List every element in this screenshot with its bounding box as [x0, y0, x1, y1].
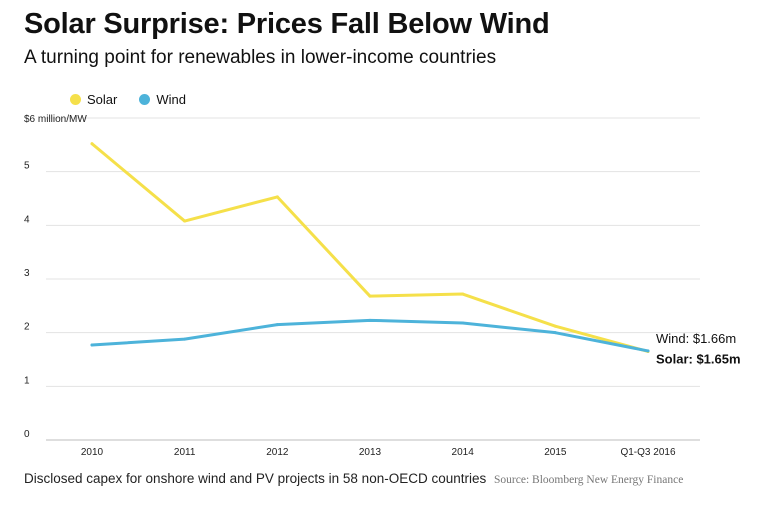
annotation-solar: Solar: $1.65m	[656, 351, 741, 366]
x-tick-label-2: 2012	[266, 447, 289, 458]
data-point-wind-5	[553, 331, 557, 335]
data-point-solar-0	[90, 142, 94, 146]
legend-item-solar: Solar	[70, 92, 117, 107]
y-tick-label-3: 3	[24, 268, 30, 279]
series-line-wind	[90, 318, 650, 353]
footer-note: Disclosed capex for onshore wind and PV …	[24, 471, 487, 486]
y-tick-label-5: 5	[24, 161, 30, 172]
annotation-wind: Wind: $1.66m	[656, 331, 736, 346]
y-tick-label-0: 0	[24, 429, 30, 440]
x-tick-label-6: Q1-Q3 2016	[620, 447, 675, 458]
data-point-wind-0	[90, 343, 94, 347]
data-point-solar-3	[368, 294, 372, 298]
x-tick-label-0: 2010	[81, 447, 104, 458]
chart-subtitle: A turning point for renewables in lower-…	[24, 47, 497, 68]
y-tick-label-2: 2	[24, 322, 30, 333]
chart-title: Solar Surprise: Prices Fall Below Wind	[24, 8, 550, 40]
data-point-solar-4	[461, 292, 465, 296]
data-point-wind-3	[368, 318, 372, 322]
data-point-wind-4	[461, 321, 465, 325]
y-tick-label-4: 4	[24, 214, 30, 225]
legend-item-wind: Wind	[139, 92, 186, 107]
x-tick-label-3: 2013	[359, 447, 382, 458]
legend-dot-solar-icon	[70, 94, 81, 105]
y-tick-label-1: 1	[24, 375, 30, 386]
legend-dot-wind-icon	[139, 94, 151, 105]
legend-label-wind: Wind	[156, 92, 186, 107]
x-tick-label-1: 2011	[174, 447, 196, 458]
data-point-wind-2	[275, 323, 279, 327]
data-point-solar-5	[553, 324, 557, 328]
data-point-wind-6	[646, 349, 650, 353]
data-point-solar-2	[275, 195, 279, 199]
footer-source: Source: Bloomberg New Energy Finance	[494, 474, 684, 486]
data-point-solar-1	[183, 219, 187, 223]
legend: Solar Wind	[70, 92, 208, 107]
x-tick-label-4: 2014	[452, 447, 475, 458]
data-point-wind-1	[183, 337, 187, 341]
y-tick-label-6: $6 million/MW	[24, 114, 87, 125]
x-tick-label-5: 2015	[544, 447, 567, 458]
legend-label-solar: Solar	[87, 92, 118, 107]
chart-footer: Disclosed capex for onshore wind and PV …	[24, 471, 683, 486]
